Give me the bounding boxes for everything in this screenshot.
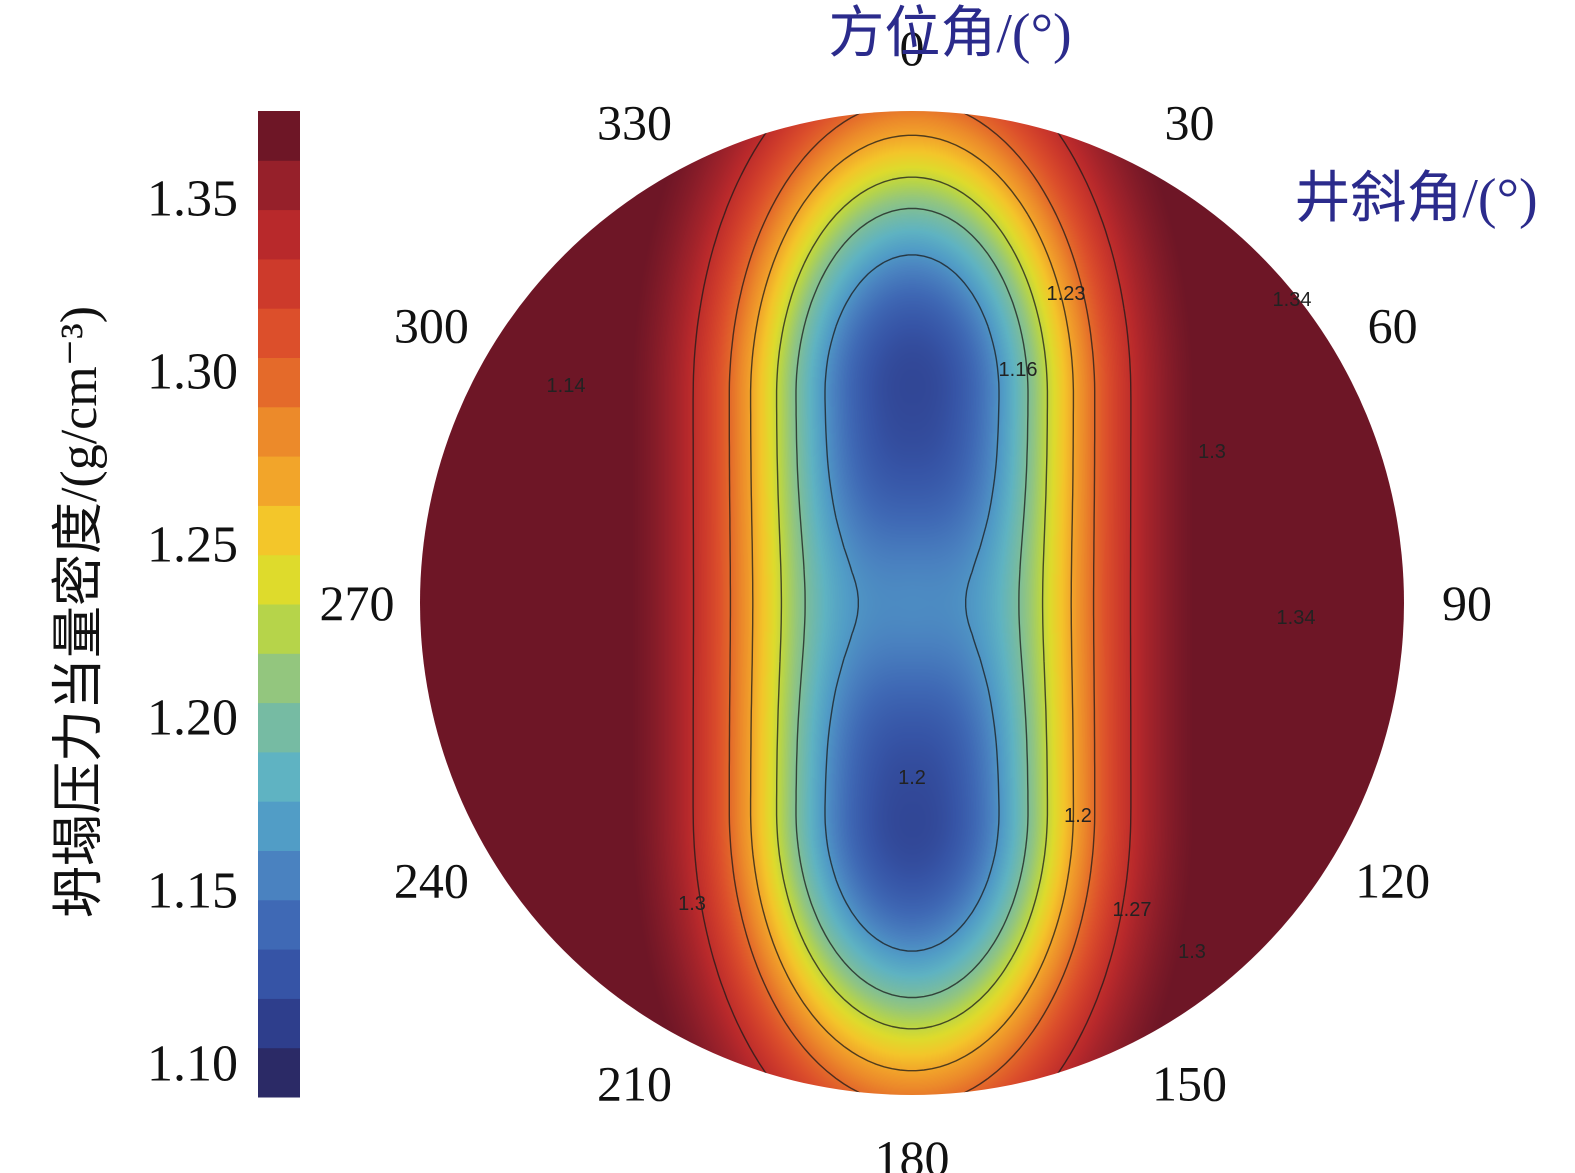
azimuth-tick-label: 90 [1442,575,1492,631]
colorbar-tick-label: 1.25 [147,516,238,573]
colorbar-tick-label: 1.30 [147,343,238,400]
heatmap-field [420,111,1404,1095]
polar-plot: 1.231.161.341.31.341.141.21.271.31.31.2 … [320,20,1493,1173]
colorbar-band [258,604,300,654]
azimuth-tick-label: 210 [597,1056,672,1112]
contour-line [775,176,1049,1030]
colorbar-ticks: 1.10 1.15 1.20 1.25 1.30 1.35 [147,170,238,1092]
azimuth-tick-label: 60 [1368,298,1418,354]
colorbar-band [258,899,300,950]
azimuth-tick-labels: 0 30 60 90 120 150 180 210 240 270 300 330 [320,20,1493,1173]
contour-label: 1.2 [1064,805,1092,827]
colorbar-label: 坍塌压力当量密度/(g/cm⁻³) [51,306,108,918]
azimuth-tick-label: 300 [394,298,469,354]
colorbar-tick-label: 1.35 [147,170,238,227]
colorbar-band [258,998,300,1049]
colorbar-band [258,949,300,999]
contour-label: 1.2 [898,767,926,789]
colorbar-tick-label: 1.10 [147,1035,238,1092]
contour-label: 1.23 [1047,283,1086,305]
contour-label: 1.34 [1273,289,1312,311]
colorbar-band [258,801,300,851]
azimuth-tick-label: 0 [900,20,925,76]
inclination-title: 井斜角/(°) [1294,168,1537,230]
colorbar-tick-label: 1.15 [147,862,238,919]
colorbar-band [258,357,300,408]
colorbar: 1.10 1.15 1.20 1.25 1.30 1.35 坍塌压力当量密度/(g/cm⁻… [51,111,300,1098]
colorbar-band [258,850,300,901]
contour-lines [692,111,1132,1095]
colorbar-band [258,456,300,506]
colorbar-bands [258,111,300,1098]
contour-label: 1.3 [1198,441,1226,463]
contour-label: 1.3 [678,893,706,915]
contour-label: 1.14 [547,375,586,397]
azimuth-tick-label: 150 [1152,1056,1227,1112]
colorbar-band [258,505,300,556]
contour-label: 1.3 [1178,941,1206,963]
contour-label: 1.27 [1113,899,1152,921]
azimuth-tick-label: 240 [394,853,469,909]
colorbar-band [258,702,300,753]
colorbar-band [258,406,300,457]
contour-line [824,254,1000,952]
contour-label: 1.16 [999,359,1038,381]
azimuth-tick-label: 180 [875,1130,950,1173]
azimuth-tick-label: 120 [1355,853,1430,909]
colorbar-band [258,209,300,260]
azimuth-title: 方位角/(°) [828,3,1071,65]
contour-label: 1.34 [1277,607,1316,629]
azimuth-tick-label: 30 [1165,94,1215,150]
colorbar-band [258,308,300,358]
colorbar-tick-label: 1.20 [147,689,238,746]
azimuth-tick-label: 330 [597,94,672,150]
contour-labels: 1.23 1.16 1.34 1.3 1.34 1.14 1.2 1.27 1.3 1.3 1.2 [547,283,1316,963]
colorbar-band [258,554,300,605]
colorbar-band [258,258,300,309]
contour-line [728,111,1096,1095]
contour-line [749,134,1075,1072]
colorbar-band [258,1047,300,1098]
contour-line [795,207,1029,999]
azimuth-tick-label: 270 [320,575,395,631]
colorbar-band [258,653,300,704]
colorbar-band [258,111,300,161]
colorbar-band [258,160,300,211]
colorbar-band [258,751,300,802]
